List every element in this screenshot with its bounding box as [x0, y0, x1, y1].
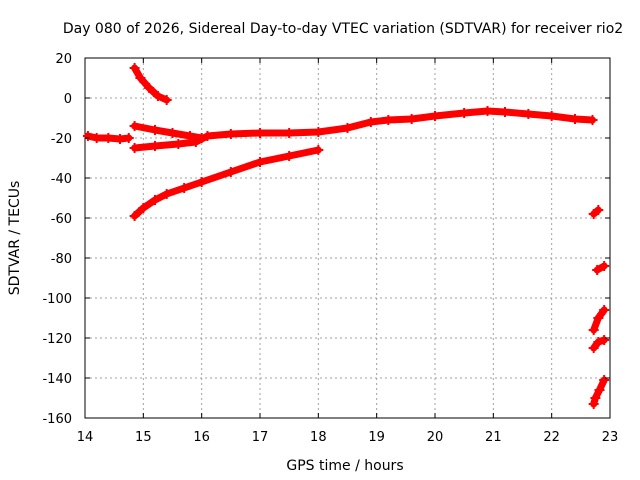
data-point — [129, 63, 140, 73]
data-point — [103, 133, 114, 143]
data-point — [430, 111, 440, 121]
data-point — [587, 115, 598, 125]
data-point — [123, 133, 134, 143]
data-point — [129, 143, 140, 153]
data-point — [161, 189, 172, 199]
data-point — [599, 335, 610, 345]
data-point — [523, 109, 534, 119]
data-point — [150, 125, 160, 135]
data-point — [196, 177, 207, 187]
data-point — [313, 127, 324, 137]
data-point — [342, 123, 353, 133]
data-point — [161, 95, 172, 105]
plot-frame — [84, 57, 611, 419]
y-tick-label: -100 — [42, 292, 72, 307]
data-point — [202, 131, 213, 141]
data-point — [152, 91, 163, 101]
chart-title: Day 080 of 2026, Sidereal Day-to-day VTE… — [63, 21, 623, 37]
data-point — [82, 131, 93, 141]
y-tick-label: -120 — [42, 332, 72, 347]
data-point — [592, 265, 603, 275]
data-point — [255, 157, 265, 167]
y-tick-label: -80 — [51, 252, 72, 267]
data-point — [546, 111, 557, 121]
x-tick-label: 19 — [368, 430, 385, 445]
data-point — [225, 167, 236, 177]
series-layer — [82, 63, 610, 409]
x-tick-label: 20 — [427, 430, 444, 445]
data-point — [593, 313, 604, 323]
y-tick-label: -40 — [51, 172, 72, 187]
x-tick-label: 14 — [77, 430, 94, 445]
data-point — [599, 305, 610, 315]
data-point — [190, 137, 201, 147]
data-point — [144, 83, 155, 93]
data-point — [599, 375, 610, 385]
y-tick-label: 0 — [64, 92, 72, 107]
data-point — [590, 393, 601, 403]
data-point — [594, 385, 605, 395]
data-point — [588, 343, 599, 353]
y-tick-label: -160 — [42, 412, 72, 427]
x-tick-label: 15 — [135, 430, 152, 445]
data-point — [383, 115, 394, 125]
data-point — [459, 108, 470, 118]
data-point — [588, 325, 599, 335]
x-tick-label: 21 — [485, 430, 502, 445]
y-tick-label: -140 — [42, 372, 72, 387]
y-tick-label: 20 — [55, 52, 72, 67]
x-axis-title: GPS time / hours — [286, 458, 403, 474]
x-tick-label: 17 — [252, 430, 269, 445]
data-point — [129, 121, 140, 131]
data-point — [173, 139, 184, 149]
x-tick-label: 16 — [193, 430, 210, 445]
data-point — [167, 128, 178, 138]
y-tick-label: -60 — [51, 212, 72, 227]
data-point — [255, 128, 265, 138]
data-point — [225, 129, 236, 139]
y-tick-label: -20 — [51, 132, 72, 147]
data-point — [599, 261, 610, 271]
series-arc-d — [131, 107, 596, 152]
data-point — [313, 145, 324, 155]
data-point — [570, 114, 580, 124]
data-point — [284, 128, 295, 138]
data-point — [406, 114, 417, 124]
x-tick-label: 23 — [602, 430, 619, 445]
data-point — [593, 337, 604, 347]
x-tick-label: 22 — [543, 430, 560, 445]
y-axis-title: SDTVAR / TECUs — [7, 181, 23, 296]
data-point — [284, 151, 295, 161]
tick-layer: 14 15 16 17 18 19 20 21 22 23 20 0 -20 -40 -60 -80 -100 -… — [42, 52, 618, 445]
data-point — [500, 107, 510, 117]
data-point — [150, 195, 160, 205]
series-arc-e — [131, 146, 322, 220]
data-point — [135, 73, 146, 83]
data-point — [593, 205, 604, 215]
data-point — [588, 399, 599, 409]
data-point — [179, 183, 190, 193]
data-point — [150, 141, 160, 151]
data-point — [91, 133, 102, 143]
data-point — [138, 203, 149, 213]
data-point — [365, 117, 376, 127]
data-point — [482, 106, 493, 116]
x-tick-label: 18 — [310, 430, 327, 445]
data-point — [129, 211, 140, 221]
data-point — [115, 134, 125, 144]
